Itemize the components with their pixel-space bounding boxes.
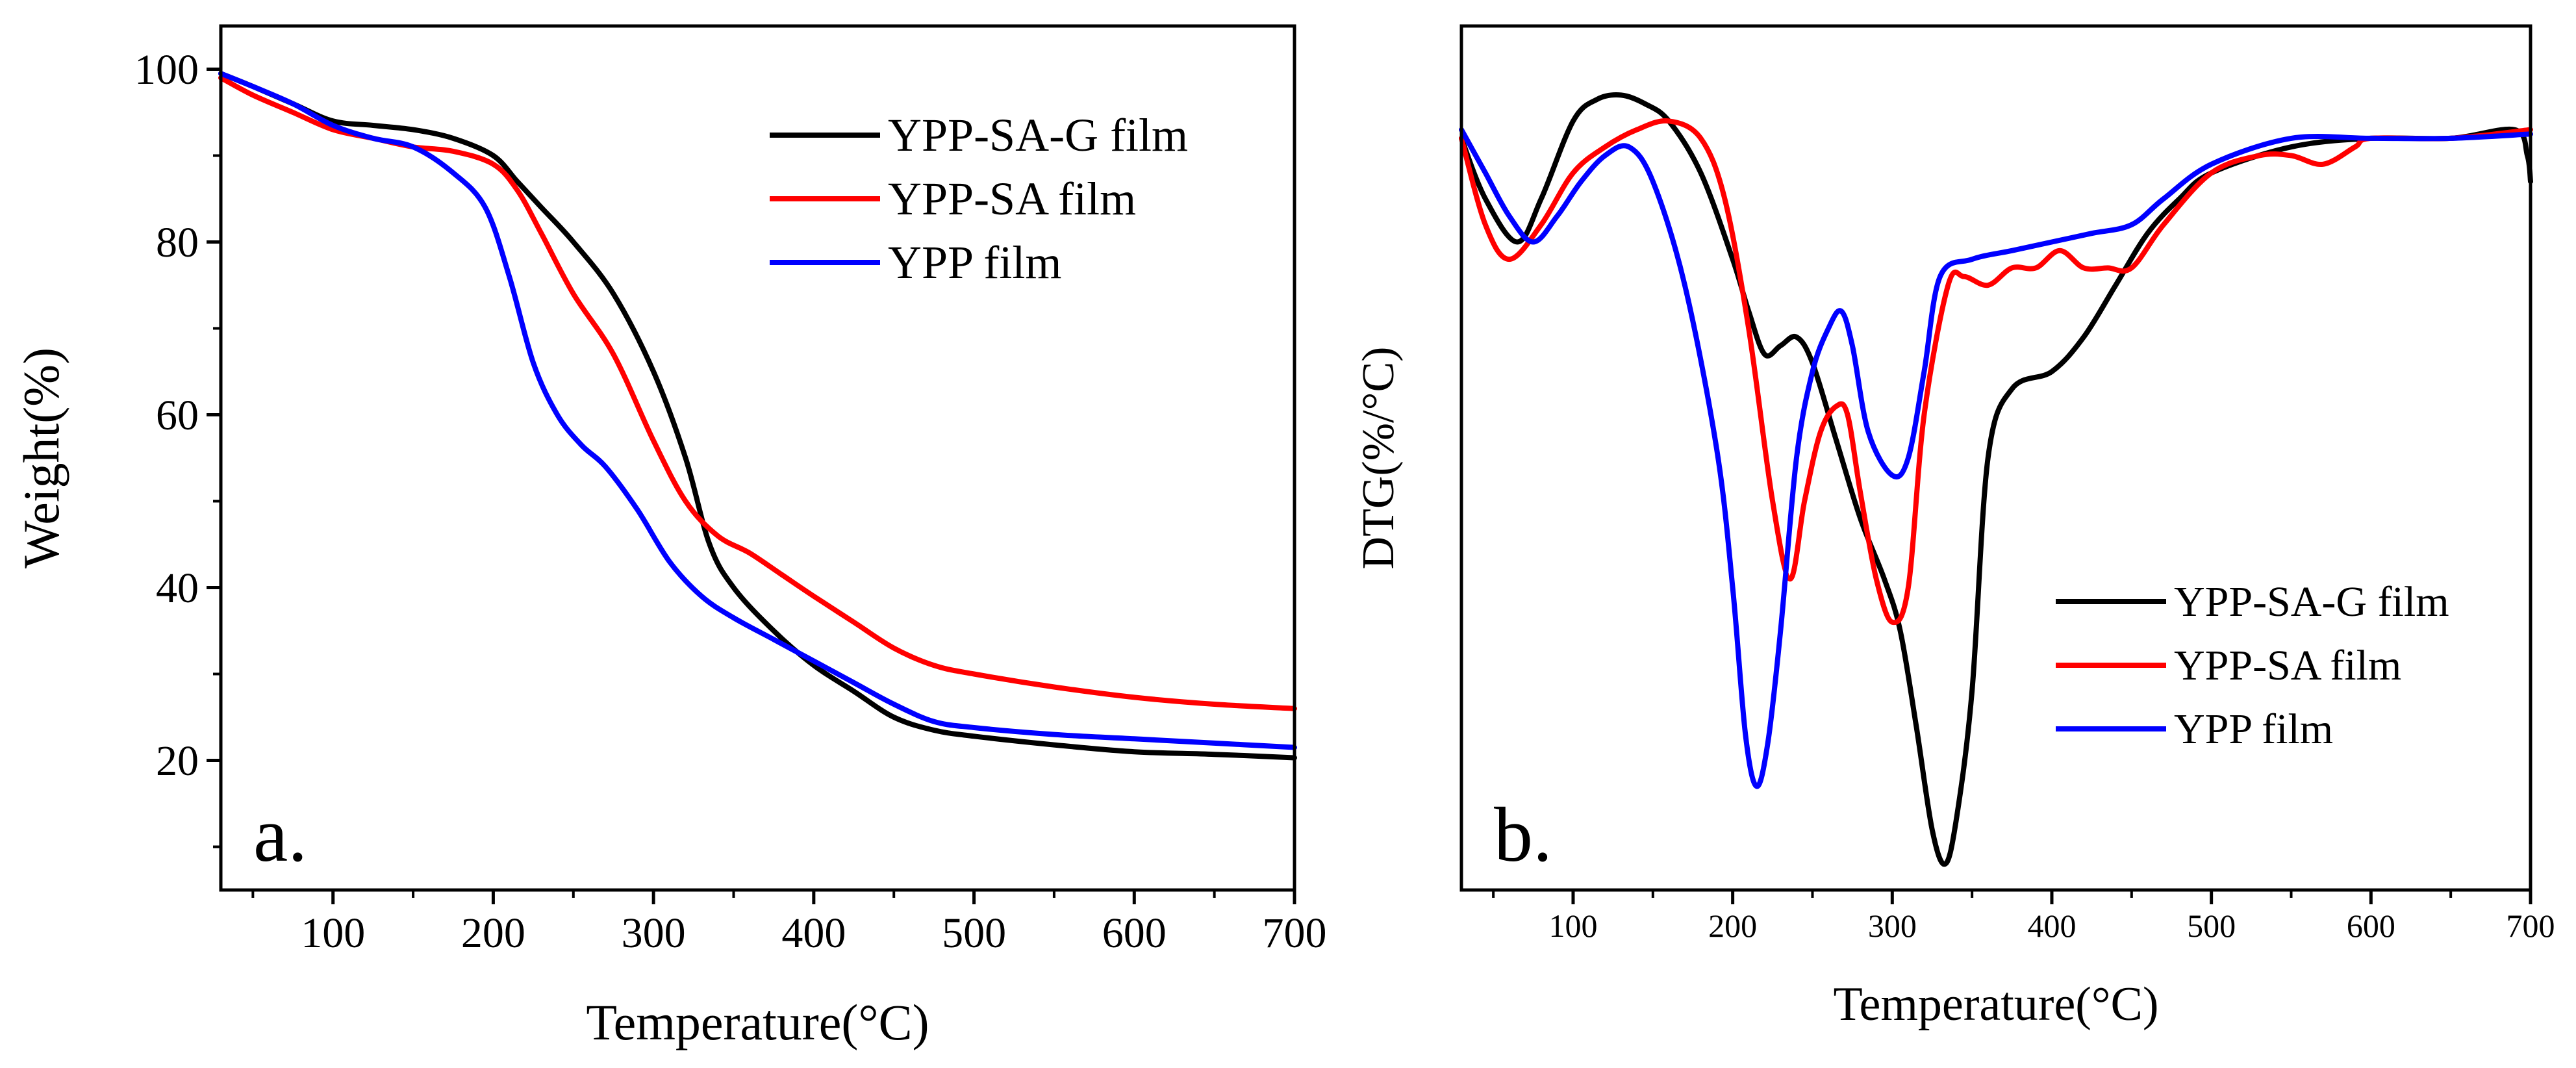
b-x-tick-label: 300 (1868, 908, 1917, 944)
panel-a-ticks-group: 100 200 300 400 500 600 700 20 40 60 80 100 (134, 46, 1327, 957)
panel-b-x-axis-label: Temperature(°C) (1833, 978, 2158, 1031)
panel-a-legend: YPP-SA-G film YPP-SA film YPP film (770, 109, 1188, 288)
a-series-line-ypp-film (218, 71, 1297, 750)
b-series-line-ypp-sa-film (1459, 118, 2533, 626)
b-legend-label-ypp-film: YPP film (2174, 706, 2333, 753)
b-x-tick-label: 700 (2507, 908, 2555, 944)
a-x-tick-label: 100 (301, 909, 365, 957)
b-x-tick-label: 400 (2027, 908, 2076, 944)
a-legend-label-ypp-film: YPP film (888, 236, 1061, 288)
panel-b-label: b. (1494, 791, 1552, 878)
panel-a-label: a. (253, 791, 307, 878)
b-legend-label-ypp-sa-film: YPP-SA film (2174, 642, 2401, 689)
a-y-tick-label: 80 (156, 219, 199, 266)
a-x-tick-label: 700 (1263, 909, 1327, 957)
b-series-line-ypp-film (1459, 127, 2533, 789)
a-series-line-ypp-sa-g-film (218, 71, 1297, 761)
a-y-tick-label: 40 (156, 565, 199, 612)
panel-a-tga-chart: 100 200 300 400 500 600 700 20 40 60 80 100 a. Temp… (13, 24, 1327, 1050)
panel-a-plot-frame (219, 24, 1296, 892)
a-x-tick-label: 600 (1102, 909, 1167, 957)
panel-b-series-group (1459, 92, 2533, 867)
b-x-tick-label: 200 (1708, 908, 1757, 944)
panel-b-ticks-group: 100 200 300 400 500 600 700 (1492, 890, 2555, 944)
panel-a-y-axis-label: Weight(%) (13, 348, 69, 568)
a-y-tick-label: 20 (156, 737, 199, 785)
a-x-tick-label: 300 (622, 909, 686, 957)
a-x-tick-label: 400 (781, 909, 846, 957)
b-x-tick-label: 500 (2187, 908, 2236, 944)
a-y-tick-label: 60 (156, 392, 199, 439)
a-y-tick-label: 100 (134, 46, 199, 94)
panel-b-plot-frame (1459, 24, 2532, 892)
b-x-tick-label: 600 (2347, 908, 2395, 944)
panel-a-series-group (218, 71, 1297, 761)
panel-a-x-axis-label: Temperature(°C) (586, 994, 929, 1050)
b-x-tick-label: 100 (1548, 908, 1597, 944)
panel-b-legend: YPP-SA-G film YPP-SA film YPP film (2056, 578, 2449, 753)
a-legend-label-ypp-sa-g-film: YPP-SA-G film (888, 109, 1188, 161)
panel-b-dtg-chart: 100 200 300 400 500 600 700 b. Temperature(°C)… (1354, 24, 2555, 1031)
a-x-tick-label: 500 (942, 909, 1006, 957)
b-legend-label-ypp-sa-g-film: YPP-SA-G film (2174, 578, 2449, 626)
a-legend-label-ypp-sa-film: YPP-SA film (888, 173, 1136, 225)
b-series-line-ypp-sa-g-film (1459, 92, 2533, 867)
panel-b-y-axis-label: DTG(%/°C) (1354, 347, 1404, 570)
a-x-tick-label: 200 (461, 909, 525, 957)
